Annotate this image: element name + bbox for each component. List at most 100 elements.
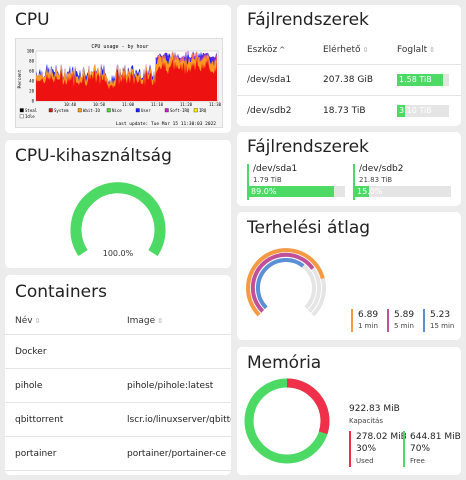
legend-swatch [193, 108, 198, 113]
col-available-header[interactable]: Elérhető ⇳ [323, 45, 369, 55]
legend-label: Idle [25, 114, 35, 119]
cpu-graph-title: CPU usage - by hour [91, 44, 148, 50]
fs-available: 207.38 GiB [323, 75, 374, 85]
cpu-last-update: Last update: Tue Mar 15 11:30:03 2022 [116, 121, 217, 127]
load-gauge [246, 248, 326, 317]
x-tick-label: 11:30 [209, 102, 222, 107]
fs-table-card: Fájlrendszerek Eszköz ^ Elérhető ⇳ Foglalt… [237, 5, 461, 126]
memory-used-label: Used [356, 457, 374, 465]
fs-used-bar: 3.10 TiB [397, 105, 449, 117]
fs-bar-percent: 89.0% [251, 187, 277, 196]
container-row[interactable]: portainer portainer/portainer-ce [5, 437, 231, 471]
sort-icon: ⇳ [362, 46, 369, 54]
fs-available: 18.73 TiB [323, 106, 366, 116]
container-row[interactable]: qbittorrent lscr.io/linuxserver/qbittorre… [5, 403, 231, 437]
container-row[interactable]: pihole pihole/pihole:latest [5, 369, 231, 403]
fs-bars-title: Fájlrendszerek [247, 137, 369, 157]
col-device-header[interactable]: Eszköz ^ [247, 45, 286, 55]
legend-swatch [19, 108, 24, 113]
col-name-header[interactable]: Név ⇳ [15, 316, 41, 326]
cpu-title: CPU [15, 10, 50, 30]
memory-free-percent: 70% [410, 444, 431, 454]
fs-used-bar: 1.58 TiB [397, 74, 449, 86]
x-tick-label: 10:50 [93, 102, 106, 107]
x-tick-label: 11:20 [180, 102, 193, 107]
fs-used-value: 3.10 TiB [399, 106, 432, 115]
memory-free-value: 644.81 MiB [410, 432, 461, 442]
cpu-usage-card: CPU-kihasználtság 100.0% [5, 140, 231, 268]
fs-table-header: Eszköz ^ Elérhető ⇳ Foglalt ⇳ [237, 35, 461, 65]
fs-bar-size: 1.79 TiB [253, 176, 282, 184]
fs-bar-fill [249, 186, 335, 197]
legend-label: User [141, 108, 151, 113]
load-arc-1 [250, 252, 315, 313]
legend-swatch [77, 108, 82, 113]
y-tick-label: 40 [29, 79, 34, 84]
legend-swatch [48, 108, 53, 113]
memory-title: Memória [247, 353, 322, 373]
container-name: Docker [15, 347, 47, 357]
legend-label: IRQ [199, 108, 207, 113]
legend-swatch [135, 108, 140, 113]
fs-device: /dev/sdb2 [247, 106, 292, 116]
fs-bar-item: /dev/sdb2 21.83 TiB 15.0% [353, 164, 453, 200]
fs-bar-size: 21.83 TiB [359, 176, 393, 184]
container-name: qbittorrent [15, 415, 64, 425]
legend-swatch [19, 114, 24, 119]
legend-swatch [164, 108, 169, 113]
load-legend-item: 6.89 1 min [351, 309, 378, 332]
containers-table: Név ⇳ Image ⇳ Docker pihole pihole/pihole:la… [5, 307, 231, 471]
col-used-header[interactable]: Foglalt ⇳ [397, 45, 435, 55]
containers-title: Containers [15, 282, 107, 302]
x-tick-label: 10:40 [64, 102, 77, 107]
container-image: pihole/pihole:latest [127, 381, 214, 391]
y-tick-label: 100 [27, 49, 35, 54]
load-label: 15 min [430, 322, 455, 330]
cpu-graph-ylabel: Percent [17, 69, 23, 88]
memory-used-legend: 278.02 MiB 30% Used [349, 431, 407, 467]
legend-swatch [106, 108, 111, 113]
memory-capacity: 922.83 MiB [349, 404, 400, 414]
load-value: 5.23 [430, 310, 451, 320]
legend-label: Nice [112, 108, 122, 113]
sort-asc-icon: ^ [279, 46, 286, 54]
cpu-usage-value: 100.0% [103, 249, 134, 258]
load-legend-item: 5.89 5 min [387, 309, 414, 332]
x-tick-label: 11:00 [122, 102, 135, 107]
fs-used-bar-fill [397, 74, 444, 86]
container-image: lscr.io/linuxserver/qbittorrent [127, 415, 231, 425]
cpu-graph: CPU usage - by hour Percent 100 80 60 40 20 0… [15, 38, 223, 128]
cpu-usage-gauge: 100.0% [70, 182, 166, 258]
fs-bar-item: /dev/sda1 1.79 TiB 89.0% [247, 164, 347, 200]
memory-used-value: 278.02 MiB [356, 432, 407, 442]
y-tick-label: 80 [29, 59, 34, 64]
fs-bar-percent: 15.0% [357, 187, 383, 196]
fs-bar-device: /dev/sdb2 [359, 164, 404, 174]
cpu-graph-image: CPU usage - by hour Percent 100 80 60 40 20 0… [17, 44, 222, 127]
legend-label: Soft-IRQ [170, 108, 190, 113]
sort-icon: ⇳ [429, 46, 435, 54]
load-arc-2 [255, 258, 305, 310]
fs-bar-fill [355, 186, 370, 197]
legend-label: Steal [25, 108, 38, 113]
col-image-header[interactable]: Image ⇳ [127, 316, 164, 326]
fs-table-title: Fájlrendszerek [247, 10, 369, 30]
y-tick-label: 0 [32, 99, 35, 104]
container-name: portainer [15, 449, 57, 459]
cpu-area-0 [36, 57, 217, 101]
fs-bar-device: /dev/sda1 [253, 164, 298, 174]
memory-used-percent: 30% [356, 444, 377, 454]
containers-card: Containers Név ⇳ Image ⇳ Docker pihole pihol… [5, 275, 231, 475]
load-arc-0 [246, 248, 325, 317]
container-image: portainer/portainer-ce [127, 449, 226, 459]
fs-device: /dev/sda1 [247, 75, 292, 85]
memory-free-label: Free [410, 457, 425, 465]
legend-label: System [54, 108, 69, 113]
cpu-gauge-arc [70, 182, 166, 257]
load-title: Terhelési átlag [247, 218, 371, 238]
container-name: pihole [15, 381, 43, 391]
fs-bars-card: Fájlrendszerek /dev/sda1 1.79 TiB 89.0%/de… [237, 132, 461, 206]
cpu-card: CPU CPU usage - by hour Percent 100 80 60 4… [5, 5, 231, 133]
load-label: 5 min [394, 322, 414, 330]
container-row[interactable]: Docker [5, 335, 231, 369]
